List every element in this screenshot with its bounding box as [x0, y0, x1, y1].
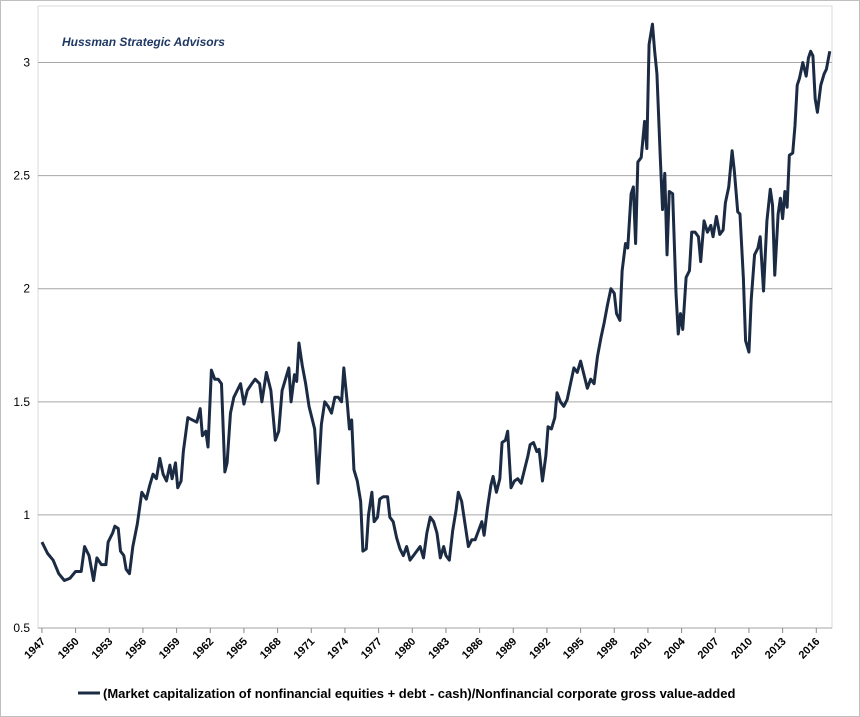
y-tick-label: 2	[23, 282, 30, 296]
y-tick-label: 3	[23, 56, 30, 70]
y-tick-label: 1	[23, 508, 30, 522]
annotation: Hussman Strategic Advisors	[62, 35, 225, 49]
legend-label: (Market capitalization of nonfinancial e…	[103, 686, 735, 701]
y-tick-label: 1.5	[13, 395, 30, 409]
y-tick-label: 2.5	[13, 169, 30, 183]
data-line	[40, 22, 832, 582]
y-tick-label: 0.5	[13, 621, 30, 635]
